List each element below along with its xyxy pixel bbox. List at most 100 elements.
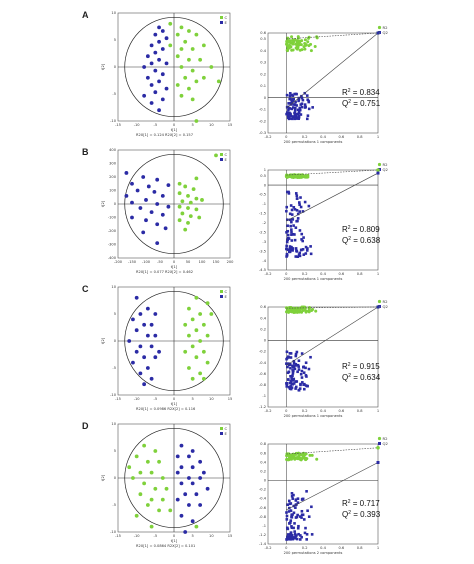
point-C <box>183 75 188 80</box>
point-C <box>209 65 214 69</box>
q2-permutation-point <box>291 117 294 121</box>
q2-permutation-point <box>290 386 294 389</box>
point-E <box>164 36 169 41</box>
x-tick-label: -15 <box>115 397 121 401</box>
y-tick-label: 0.4 <box>260 49 266 53</box>
q2-permutation-point <box>290 107 294 111</box>
y-tick-label: 0.6 <box>260 31 266 35</box>
r2-original-point <box>376 168 380 172</box>
q2-permutation-point <box>296 363 300 367</box>
point-E <box>142 382 147 387</box>
point-C <box>194 355 199 360</box>
legend-swatch <box>220 432 223 435</box>
q2-permutation-point <box>288 117 292 120</box>
point-C <box>198 312 203 316</box>
legend-swatch <box>378 442 381 445</box>
y-axis-label: t[2] <box>101 200 105 207</box>
point-C <box>153 486 158 491</box>
x-tick-label: 100 <box>199 260 207 264</box>
y-tick-label: -0.8 <box>259 515 267 519</box>
point-E <box>164 86 169 91</box>
point-C <box>175 83 180 87</box>
y-tick-label: 0 <box>114 339 117 343</box>
q2-permutation-point <box>307 204 311 208</box>
r2-stat: R2 = 0.809 <box>342 225 380 234</box>
q2-permutation-point <box>285 209 288 213</box>
point-E <box>142 65 147 69</box>
q2-regression-line <box>286 306 379 366</box>
q2-permutation-point <box>285 205 289 209</box>
q2-permutation-point <box>293 109 297 112</box>
point-E <box>144 198 148 202</box>
panel-letter: C <box>82 284 89 294</box>
point-E <box>145 306 150 311</box>
q2-permutation-point <box>305 375 308 378</box>
q2-permutation-point <box>295 116 299 119</box>
r2-permutation-point <box>304 457 308 461</box>
point-C <box>187 57 191 62</box>
point-E <box>145 75 150 80</box>
q2-permutation-point <box>293 117 297 120</box>
q2-permutation-point <box>286 218 289 222</box>
point-E <box>134 349 139 354</box>
x-tick-label: 15 <box>228 397 233 401</box>
point-E <box>131 360 135 365</box>
q2-permutation-point <box>289 224 292 228</box>
point-C <box>175 32 180 37</box>
point-E <box>149 61 154 66</box>
q2-permutation-point <box>304 105 307 109</box>
legend-entry: R2 <box>383 25 389 30</box>
x-tick-label: 0 <box>285 135 288 139</box>
r2-permutation-point <box>291 48 295 52</box>
r2-permutation-point <box>302 451 306 455</box>
x-tick-label: 0.6 <box>338 135 344 139</box>
superscript: 2 <box>348 510 351 516</box>
r2-permutation-point <box>292 310 296 314</box>
q2-permutation-point <box>295 209 299 212</box>
q2-permutation-point <box>292 382 296 385</box>
legend-entry: C <box>225 152 228 157</box>
point-C <box>142 481 147 486</box>
q2-permutation-point <box>290 230 293 234</box>
x-tick-label: 5 <box>192 534 194 538</box>
q2-permutation-point <box>294 247 298 250</box>
q2-permutation-point <box>304 526 307 530</box>
q2-permutation-point <box>301 381 304 384</box>
q2-permutation-point <box>297 117 301 121</box>
q2-permutation-point <box>288 97 291 101</box>
point-E <box>131 317 135 322</box>
point-C <box>201 43 206 48</box>
r2-permutation-point <box>284 306 288 310</box>
q2-permutation-point <box>301 513 305 517</box>
plot-frame <box>267 32 379 134</box>
q2-permutation-point <box>296 497 300 500</box>
q2-permutation-point <box>302 236 305 239</box>
r2x-footer: R2X[1] = 0.0986 R2X[2] = 0.116 <box>136 407 196 411</box>
r2-permutation-point <box>307 44 311 48</box>
legend-entry: R2 <box>383 299 389 304</box>
superscript: 2 <box>348 362 351 368</box>
q2-permutation-point <box>286 238 289 241</box>
point-E <box>166 183 171 188</box>
x-tick-label: 0 <box>285 272 288 276</box>
x-tick-label: 0.8 <box>357 546 363 550</box>
q2-permutation-point <box>289 519 293 522</box>
y-tick-label: -1.2 <box>259 405 266 409</box>
point-E <box>138 371 143 376</box>
q2-permutation-point <box>288 94 292 98</box>
point-E <box>155 177 160 182</box>
point-E <box>187 454 191 459</box>
r2-permutation-point <box>309 49 313 53</box>
point-C <box>201 376 206 381</box>
y-tick-label: -0.6 <box>259 506 267 510</box>
y-tick-label: 0 <box>264 183 267 187</box>
point-E <box>135 188 140 193</box>
point-C <box>149 524 154 529</box>
y-tick-label: 0 <box>114 65 117 69</box>
point-E <box>157 108 161 113</box>
y-tick-label: 5 <box>114 312 116 316</box>
q2-permutation-point <box>286 503 290 506</box>
point-C <box>145 459 150 464</box>
point-E <box>164 61 169 66</box>
q2-permutation-point <box>292 526 295 530</box>
